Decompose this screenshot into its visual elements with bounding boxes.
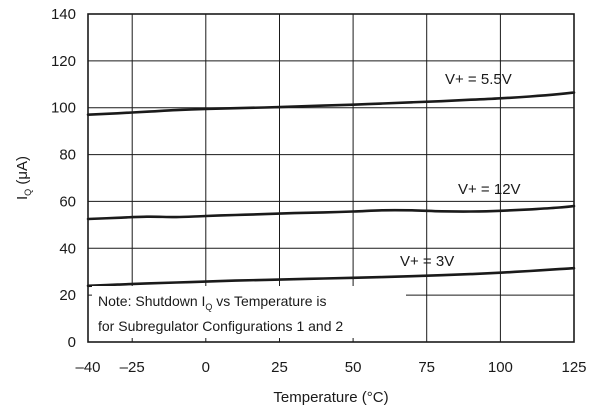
plot-frame (87, 13, 575, 343)
grid (87, 13, 575, 343)
note-line-1-pre: Note: Shutdown I (98, 293, 205, 309)
y-tick-labels: 0 20 40 60 80 100 120 140 (51, 6, 76, 351)
y-tick-label: 20 (59, 287, 76, 304)
x-tick-labels: –40 –25 0 25 50 75 100 125 (75, 359, 586, 376)
series-label-5v5: V+ = 5.5V (445, 71, 512, 88)
y-tick-label: 60 (59, 193, 76, 210)
x-tick-label: 0 (202, 359, 210, 376)
series-line (86, 266, 576, 288)
y-tick-label: 0 (68, 334, 76, 351)
series-line (86, 91, 576, 116)
series-label-3v: V+ = 3V (400, 253, 454, 270)
y-tick-label: 120 (51, 53, 76, 70)
y-axis-title-main: I (14, 196, 31, 200)
x-tick-label: 25 (271, 359, 288, 376)
x-tick-label: 75 (418, 359, 435, 376)
y-tick-label: 140 (51, 6, 76, 23)
y-tick-label: 40 (59, 240, 76, 257)
x-tick-label: 100 (488, 359, 513, 376)
y-axis-title-unit: (μA) (14, 156, 31, 189)
x-tick-label: 50 (345, 359, 362, 376)
y-axis-title-sub: Q (23, 189, 33, 196)
note-line-1-sub: Q (205, 302, 212, 312)
y-axis-title: IQ (μA) (14, 156, 33, 200)
x-axis-title: Temperature (°C) (273, 389, 388, 406)
note-line-1-post: vs Temperature is (212, 293, 326, 309)
note-box (92, 286, 406, 338)
series-label-12v: V+ = 12V (458, 181, 521, 198)
y-tick-label: 80 (59, 147, 76, 164)
note-line-2: for Subregulator Configurations 1 and 2 (98, 318, 343, 334)
series-lines (86, 91, 576, 288)
series-line (86, 204, 576, 221)
x-tick-label: –25 (120, 359, 145, 376)
note-line-1: Note: Shutdown IQ vs Temperature is (98, 293, 327, 312)
x-tick-label: –40 (75, 359, 100, 376)
y-tick-label: 100 (51, 100, 76, 117)
x-tick-label: 125 (561, 359, 586, 376)
